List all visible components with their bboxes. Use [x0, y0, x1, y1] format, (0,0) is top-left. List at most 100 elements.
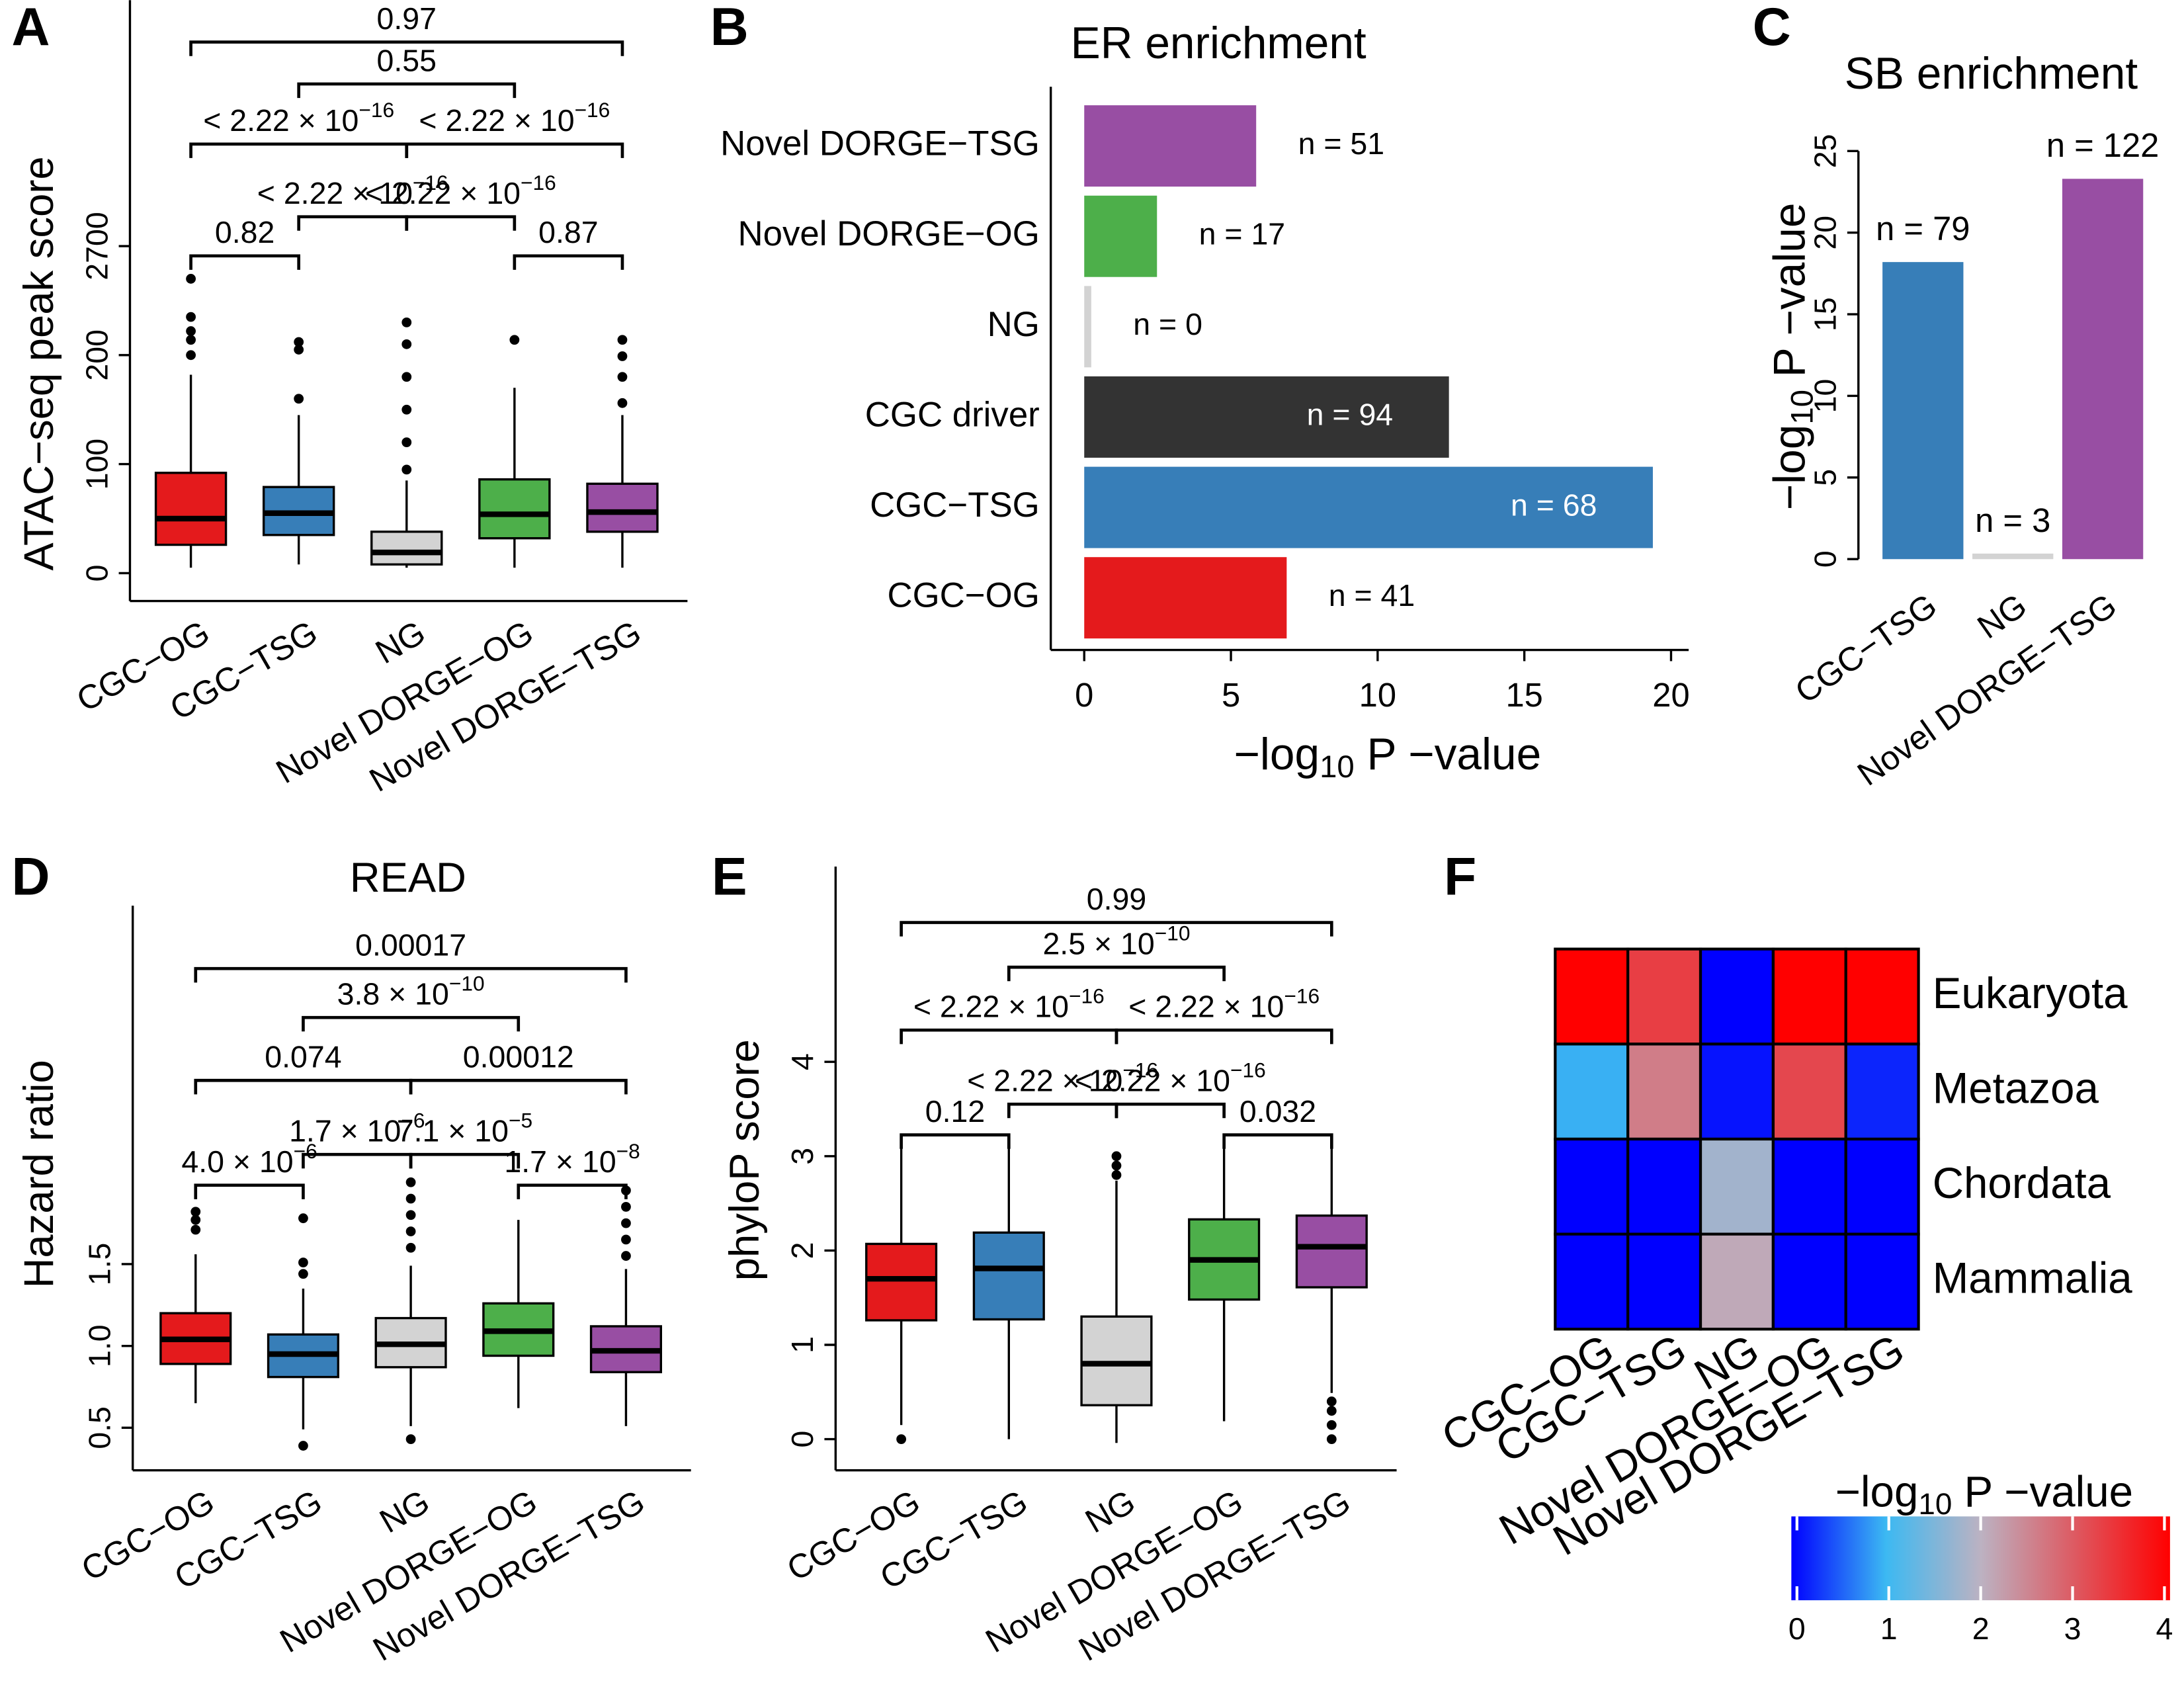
colorbar-tick-label: 4 — [2156, 1611, 2173, 1646]
y-tick-label: CGC−TSG — [870, 486, 1040, 525]
outlier — [405, 1193, 416, 1204]
p-value-exponent: −16 — [1122, 1058, 1158, 1082]
y-tick-label: 5 — [1808, 469, 1843, 486]
heatmap-cell — [1771, 947, 1847, 1046]
p-value-label: < 2.22 × 10−16 — [257, 171, 448, 210]
axis-label: −log10 P −value — [1234, 730, 1541, 785]
comparison-bracket — [1114, 1102, 1226, 1119]
label-prefix: −log — [1234, 730, 1320, 779]
heatmap-cell — [1626, 1137, 1702, 1236]
comparison-bracket — [409, 1078, 628, 1095]
panel-letter: A — [11, 0, 50, 57]
heatmap-cell — [1844, 1232, 1920, 1331]
heatmap-cell — [1844, 1043, 1920, 1141]
outlier — [405, 1177, 416, 1187]
outlier — [186, 312, 196, 322]
comparison-bracket — [189, 40, 624, 56]
comparison-bracket — [189, 142, 409, 158]
comparison-bracket — [1007, 1102, 1118, 1119]
p-value-base: 0.12 — [925, 1094, 985, 1129]
y-tick-label: 0 — [785, 1431, 819, 1448]
x-tick-label: 0 — [1075, 676, 1093, 714]
y-tick-label: 20 — [1808, 216, 1843, 250]
label-subscript: 10 — [1320, 749, 1355, 785]
comparison-bracket — [1222, 1133, 1333, 1149]
outlier — [298, 1269, 308, 1279]
outlier — [294, 337, 304, 347]
heatmap-cell — [1844, 1137, 1920, 1236]
x-tick-label: 15 — [1505, 676, 1542, 714]
chart-title: ER enrichment — [1071, 19, 1366, 68]
p-value-exponent: −16 — [358, 99, 394, 122]
bar — [1972, 553, 2054, 560]
p-value-base: 4.0 × 10 — [181, 1144, 293, 1179]
p-value-label: < 2.22 × 10−16 — [913, 984, 1105, 1024]
y-axis-label: phyloP score — [722, 1039, 768, 1281]
p-value-label: 0.55 — [377, 44, 437, 78]
heatmap-cell — [1554, 1043, 1630, 1141]
outlier — [401, 464, 412, 475]
bar — [1084, 557, 1287, 639]
outlier — [401, 437, 412, 448]
x-tick-label: 5 — [1222, 676, 1240, 714]
heatmap-cell — [1626, 1043, 1702, 1141]
box — [1295, 1214, 1368, 1289]
p-value-label: 1.7 × 10−8 — [504, 1139, 640, 1179]
n-label: n = 122 — [2046, 126, 2160, 164]
p-value-exponent: −10 — [449, 972, 485, 996]
p-value-base: 1.7 × 10 — [289, 1114, 401, 1148]
outlier — [617, 372, 628, 382]
n-label: n = 51 — [1298, 126, 1384, 161]
outlier — [509, 335, 520, 345]
p-value-base: 7.1 × 10 — [397, 1114, 509, 1148]
outlier — [190, 1215, 201, 1225]
p-value-label: < 2.22 × 10−16 — [365, 171, 556, 210]
outlier — [621, 1201, 631, 1212]
p-value-label: 0.12 — [925, 1094, 985, 1129]
p-value-base: 0.00012 — [463, 1040, 574, 1074]
p-value-base: < 2.22 × 10 — [1128, 990, 1284, 1024]
y-tick-label: Novel DORGE−OG — [738, 214, 1040, 253]
box — [1080, 1315, 1153, 1406]
box — [586, 482, 659, 533]
row-label: Eukaryota — [1933, 969, 2128, 1017]
p-value-exponent: −16 — [413, 171, 448, 194]
box — [972, 1231, 1045, 1321]
label-subscript: 10 — [1785, 390, 1820, 425]
p-value-label: 0.82 — [215, 215, 274, 249]
p-value-base: < 2.22 × 10 — [913, 990, 1069, 1024]
bar — [1084, 376, 1449, 458]
p-value-base: 0.99 — [1087, 882, 1146, 916]
outlier — [1111, 1170, 1122, 1180]
y-tick-label: 2 — [785, 1242, 819, 1259]
p-value-base: < 2.22 × 10 — [419, 103, 574, 138]
comparison-bracket — [409, 1152, 521, 1169]
p-value-label: < 2.22 × 10−16 — [1075, 1058, 1266, 1098]
outlier — [186, 350, 196, 361]
comparison-bracket — [194, 966, 628, 983]
y-tick-label: 0 — [1808, 550, 1843, 568]
x-tick-label: 10 — [1359, 676, 1396, 714]
heatmap-cell — [1844, 947, 1920, 1046]
colorbar-tick-label: 1 — [1880, 1611, 1898, 1646]
p-value-exponent: −16 — [575, 99, 610, 122]
p-value-label: 0.074 — [265, 1040, 341, 1074]
y-tick-label: 2700 — [79, 212, 114, 280]
comparison-bracket — [517, 1183, 628, 1199]
p-value-base: < 2.22 × 10 — [365, 176, 521, 210]
y-tick-label: 1 — [785, 1336, 819, 1353]
outlier — [617, 398, 628, 408]
comparison-bracket — [1007, 965, 1226, 982]
p-value-label: 4.0 × 10−6 — [181, 1139, 317, 1179]
p-value-exponent: −16 — [1284, 984, 1320, 1008]
y-tick-label: 10 — [1808, 379, 1843, 413]
outlier — [190, 1207, 201, 1217]
colorbar-tick-label: 2 — [1972, 1611, 1990, 1646]
p-value-exponent: −16 — [1230, 1058, 1266, 1082]
p-value-exponent: −5 — [509, 1109, 532, 1132]
heatmap-cell — [1699, 1232, 1775, 1331]
outlier — [298, 1213, 308, 1224]
outlier — [1326, 1396, 1337, 1406]
label-suffix: P −value — [1355, 730, 1541, 779]
outlier — [405, 1434, 416, 1445]
